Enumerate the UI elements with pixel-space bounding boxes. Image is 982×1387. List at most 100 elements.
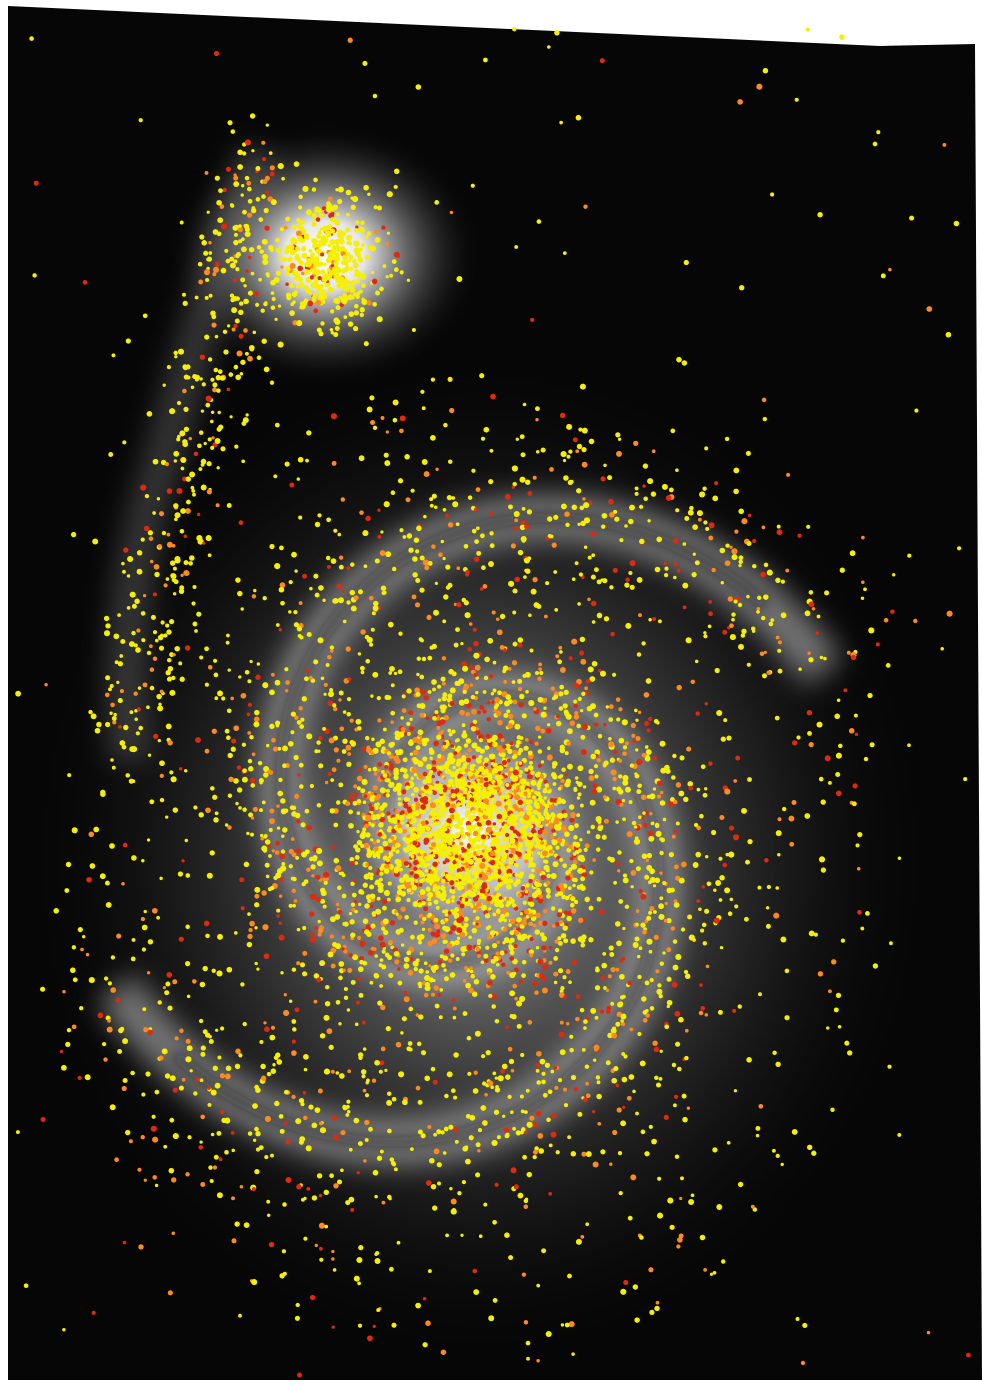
marker-yellow [522, 402, 527, 407]
marker-yellow [675, 1041, 681, 1047]
marker-red [586, 1016, 590, 1021]
marker-yellow [514, 723, 521, 730]
marker-red [452, 1127, 459, 1133]
marker-yellow [351, 741, 356, 746]
marker-orange [539, 773, 544, 779]
marker-yellow [433, 505, 438, 509]
marker-red [279, 853, 286, 860]
marker-yellow [672, 939, 678, 944]
marker-yellow [163, 1144, 168, 1149]
marker-red [422, 771, 428, 777]
marker-orange [677, 1237, 683, 1243]
marker-yellow [659, 1049, 663, 1053]
marker-yellow [279, 545, 284, 551]
marker-red [486, 717, 492, 722]
marker-yellow [408, 1006, 414, 1012]
marker-yellow [652, 787, 657, 791]
marker-orange [479, 862, 486, 869]
marker-yellow [467, 771, 474, 777]
marker-yellow [857, 831, 863, 838]
marker-red [425, 1180, 432, 1186]
marker-yellow [291, 1019, 297, 1024]
marker-red [496, 813, 503, 820]
marker-yellow [525, 671, 530, 676]
marker-yellow [439, 954, 444, 959]
marker-red [358, 955, 365, 962]
marker-yellow [539, 932, 545, 937]
marker-yellow [684, 516, 690, 521]
marker-yellow [309, 856, 314, 862]
marker-yellow [105, 623, 111, 629]
marker-red [571, 959, 578, 966]
marker-yellow [705, 855, 709, 859]
marker-yellow [419, 587, 425, 593]
marker-yellow [641, 641, 646, 646]
marker-yellow [465, 810, 470, 816]
marker-yellow [497, 875, 502, 879]
marker-yellow [320, 890, 327, 897]
marker-yellow [418, 984, 423, 989]
marker-yellow [294, 812, 301, 819]
marker-yellow [456, 936, 461, 940]
marker-yellow [453, 863, 459, 870]
marker-yellow [269, 689, 275, 696]
marker-yellow [496, 1135, 501, 1140]
marker-yellow [621, 799, 626, 803]
marker-orange [247, 731, 252, 735]
marker-yellow [294, 1315, 300, 1321]
marker-yellow [447, 459, 453, 464]
marker-yellow [579, 803, 584, 808]
marker-yellow [478, 738, 484, 743]
marker-yellow [449, 1187, 453, 1191]
marker-red [387, 846, 392, 851]
marker-red [263, 953, 270, 960]
marker-yellow [375, 908, 382, 915]
marker-yellow [694, 659, 699, 664]
marker-yellow [419, 951, 424, 956]
marker-yellow [313, 659, 319, 665]
marker-orange [290, 837, 295, 841]
marker-orange [559, 1020, 564, 1025]
marker-orange [377, 718, 382, 723]
marker-yellow [256, 245, 262, 250]
marker-red [352, 879, 357, 883]
marker-yellow [494, 1076, 498, 1080]
marker-red [377, 832, 383, 837]
marker-orange [530, 913, 534, 917]
marker-yellow [408, 547, 414, 553]
marker-yellow [490, 692, 495, 696]
marker-yellow [390, 490, 396, 495]
marker-yellow [270, 1153, 274, 1158]
marker-yellow [608, 736, 612, 741]
marker-yellow [497, 846, 504, 852]
marker-yellow [489, 531, 494, 536]
marker-red [615, 1083, 620, 1088]
marker-yellow [541, 1079, 546, 1085]
marker-yellow [678, 790, 685, 797]
marker-yellow [291, 270, 296, 276]
marker-yellow [588, 438, 595, 445]
marker-yellow [453, 881, 458, 885]
marker-yellow [537, 696, 544, 703]
marker-yellow [354, 269, 359, 274]
marker-yellow [523, 575, 527, 579]
marker-yellow [277, 304, 282, 308]
marker-yellow [746, 1057, 752, 1063]
marker-orange [311, 874, 315, 878]
marker-yellow [387, 621, 394, 628]
marker-red [423, 784, 429, 790]
marker-yellow [216, 1192, 223, 1199]
marker-yellow [399, 867, 403, 872]
marker-yellow [628, 518, 634, 525]
marker-yellow [716, 709, 723, 717]
marker-orange [578, 917, 584, 923]
marker-yellow [738, 643, 744, 650]
marker-red [381, 225, 386, 230]
marker-yellow [473, 876, 477, 881]
marker-yellow [227, 668, 231, 672]
marker-yellow [352, 800, 358, 806]
marker-yellow [560, 451, 567, 458]
marker-yellow [586, 830, 591, 834]
marker-orange [618, 758, 623, 763]
marker-yellow [579, 1007, 585, 1013]
